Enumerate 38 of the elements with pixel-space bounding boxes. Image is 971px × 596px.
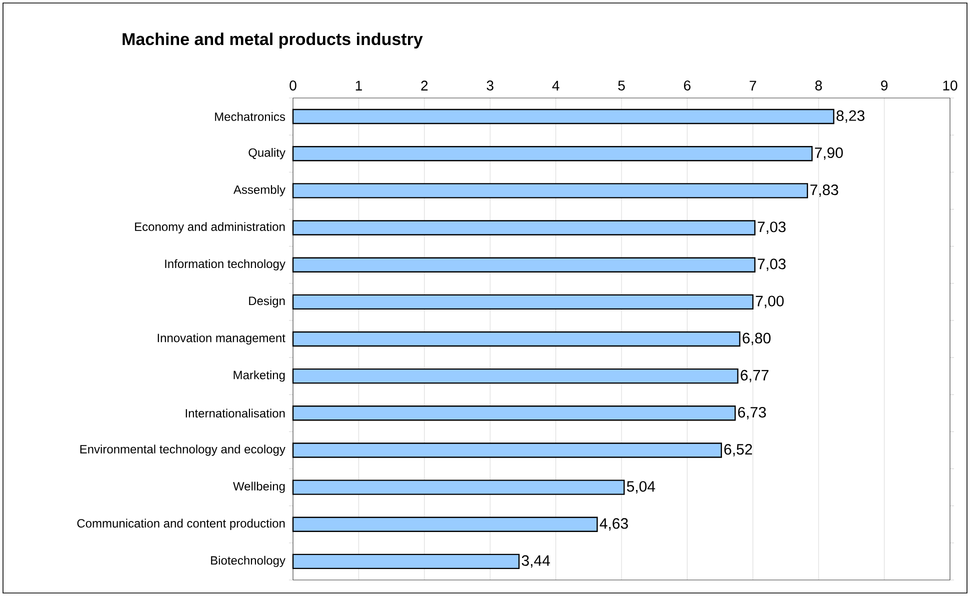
data-label: 6,52 (724, 444, 752, 456)
x-tick-label: 6 (684, 80, 690, 90)
x-tick-label: 1 (356, 80, 362, 90)
x-tick-label: 4 (552, 80, 560, 90)
x-tick-label: 7 (750, 80, 756, 90)
y-tick-label: Information technology (165, 259, 286, 270)
data-label: 7,83 (810, 184, 838, 197)
data-label: 7,00 (756, 296, 784, 308)
data-label: 8,23 (836, 110, 864, 123)
x-tick-label: 9 (881, 80, 888, 90)
y-tick-label: Design (249, 296, 285, 308)
x-tick-label: 0 (290, 80, 296, 90)
y-tick-label: Economy and administration (135, 222, 285, 234)
y-tick-label: Biotechnology (211, 556, 286, 568)
y-tick-label: Internationalisation (186, 408, 285, 418)
x-tick-label: 10 (943, 80, 958, 90)
data-label: 7,03 (758, 258, 786, 272)
data-label: 7,03 (758, 222, 786, 234)
data-label: 3,44 (522, 555, 550, 568)
chart-title: Machine and metal products industry (122, 32, 423, 49)
y-tick-label: Mechatronics (215, 112, 286, 121)
x-tick-label: 8 (815, 80, 822, 90)
y-tick-label: Wellbeing (233, 482, 285, 493)
data-label: 7,90 (815, 147, 843, 160)
y-tick-label: Innovation management (158, 333, 286, 345)
data-label: 4,63 (600, 518, 628, 531)
x-tick-label: 5 (618, 80, 625, 90)
data-label: 6,80 (742, 332, 771, 346)
data-label: 5,04 (626, 481, 656, 494)
x-tick-label: 3 (486, 80, 494, 90)
data-label: 6,77 (740, 370, 768, 382)
x-tick-label: 2 (421, 80, 428, 90)
y-tick-label: Assembly (233, 185, 286, 196)
y-tick-label: Quality (248, 148, 286, 160)
data-label: 6,73 (738, 406, 766, 420)
y-tick-label: Communication and content production (77, 518, 285, 530)
y-tick-label: Environmental technology and ecology (80, 444, 286, 456)
y-tick-label: Marketing (234, 370, 285, 382)
